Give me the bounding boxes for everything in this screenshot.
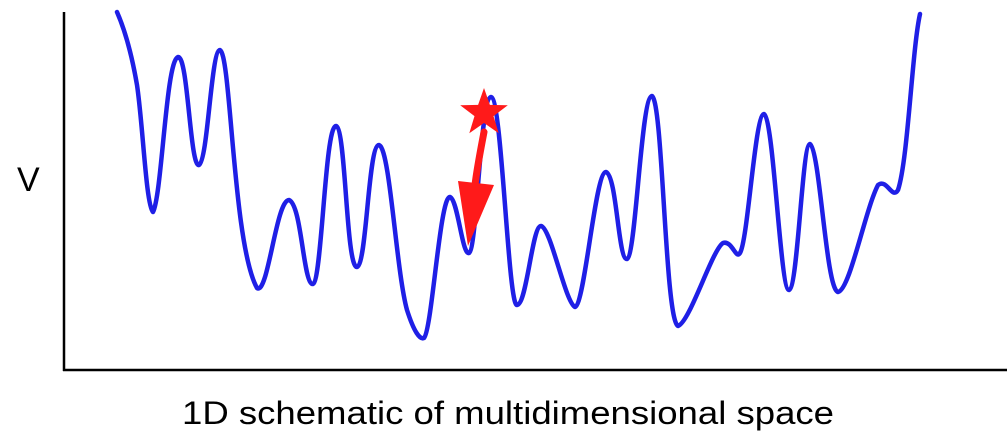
star-icon <box>460 88 508 134</box>
arrow-shaft <box>471 128 488 189</box>
x-axis-caption: 1D schematic of multidimensional space <box>182 395 834 431</box>
axes <box>62 12 1007 372</box>
arrow-down-icon <box>458 181 494 246</box>
y-axis-label: V <box>17 161 40 199</box>
energy-landscape-curve <box>114 9 923 341</box>
